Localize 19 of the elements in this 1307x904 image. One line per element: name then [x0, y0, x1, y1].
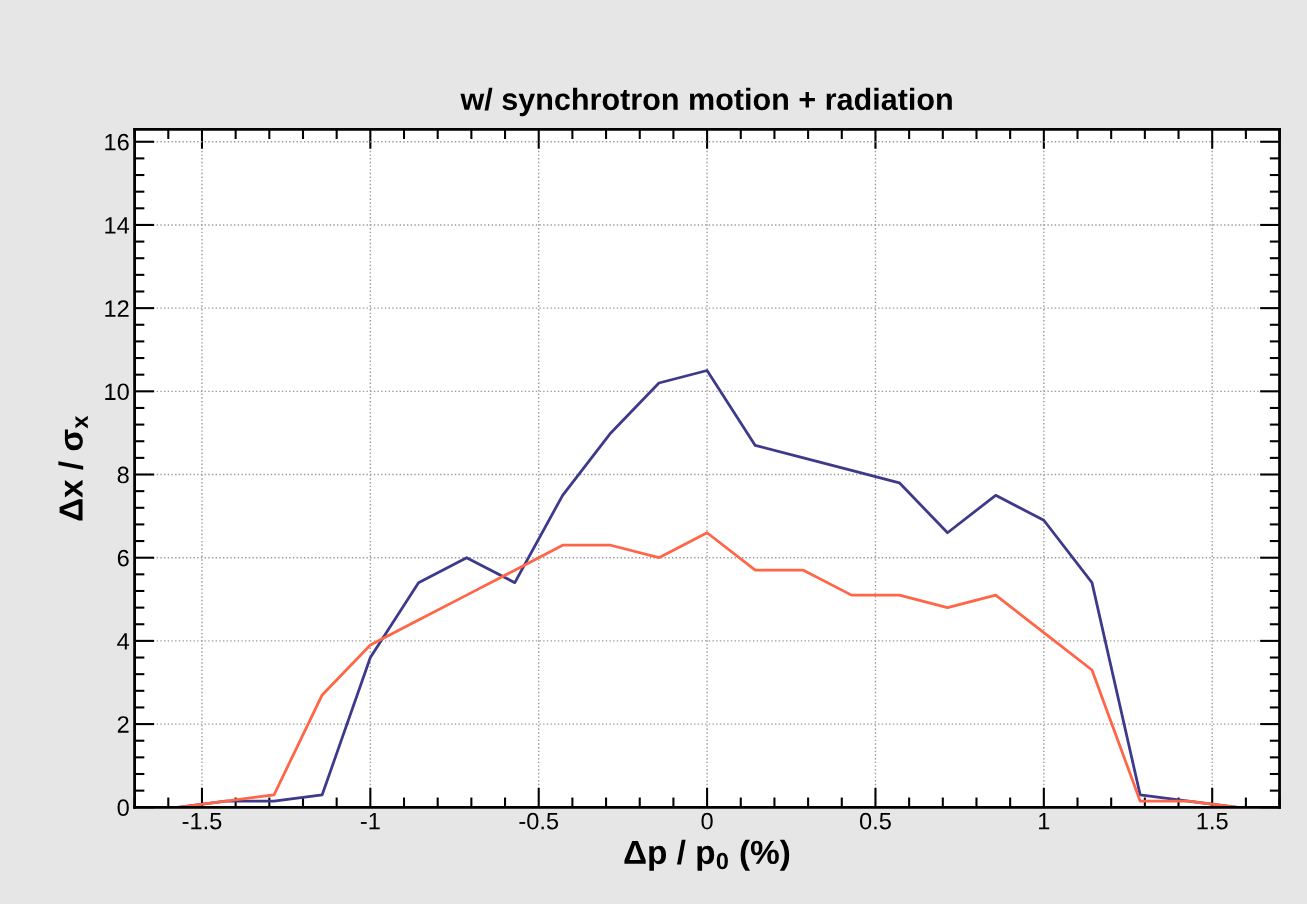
y-tick-label: 4	[117, 633, 130, 650]
x-tick-label: 0.5	[859, 812, 891, 830]
x-axis-title: Δp / p$_{0}$ (%)	[624, 839, 790, 871]
chart-title: w/ synchrotron motion + radiation	[460, 87, 952, 117]
y-tick-label: 16	[105, 133, 129, 151]
x-tick-label: 1.5	[1197, 813, 1228, 830]
x-tick-label: -1.5	[182, 813, 222, 830]
x-tick-label: -1	[360, 813, 380, 830]
x-tick-label: 0	[701, 812, 713, 830]
y-axis-title: Δx / σ$_{x}$	[58, 415, 88, 521]
y-tick-label: 14	[105, 217, 130, 234]
y-tick-label: 0	[117, 799, 129, 817]
y-tick-label: 12	[105, 300, 129, 317]
y-tick-label: 6	[117, 549, 129, 567]
y-tick-label: 2	[117, 716, 129, 733]
x-tick-label: 1	[1039, 813, 1050, 830]
y-tick-label: 8	[117, 466, 129, 484]
x-tick-label: -0.5	[519, 812, 559, 830]
y-tick-label: 10	[105, 383, 129, 401]
